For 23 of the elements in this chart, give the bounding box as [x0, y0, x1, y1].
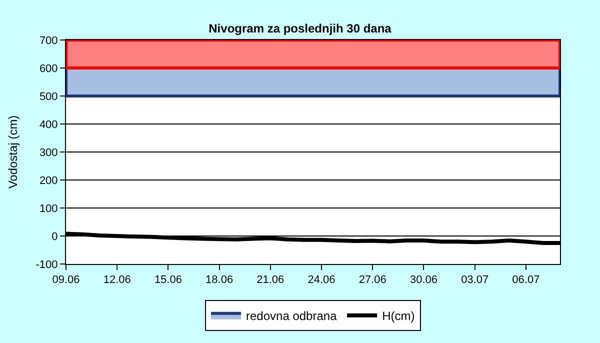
legend-label: redovna odbrana	[246, 309, 338, 324]
y-tick-label: 400	[39, 118, 58, 131]
x-tick-label: 24.06	[308, 274, 336, 286]
x-tick-label: 27.06	[358, 274, 386, 286]
y-tick-label: 600	[39, 62, 58, 75]
chart-title: Nivogram za poslednjih 30 dana	[208, 21, 392, 36]
y-tick-label: -100	[36, 258, 58, 271]
legend-label: H(cm)	[382, 309, 415, 324]
y-tick-label: 500	[39, 90, 58, 103]
x-tick-label: 18.06	[206, 274, 234, 286]
x-tick-label: 30.06	[410, 274, 438, 286]
y-axis-title: Vodostaj (cm)	[6, 115, 20, 189]
x-tick-label: 12.06	[103, 274, 131, 286]
x-tick-label: 06.07	[512, 274, 540, 286]
y-tick-label: 200	[39, 174, 58, 187]
y-tick-label: 0	[52, 230, 58, 243]
y-tick-label: 100	[39, 202, 58, 215]
y-tick-label: 700	[39, 34, 58, 47]
x-tick-label: 21.06	[256, 274, 284, 286]
x-tick-label: 15.06	[154, 274, 182, 286]
x-tick-label: 09.06	[52, 274, 80, 286]
y-tick-label: 300	[39, 146, 58, 159]
x-tick-label: 03.07	[461, 274, 489, 286]
